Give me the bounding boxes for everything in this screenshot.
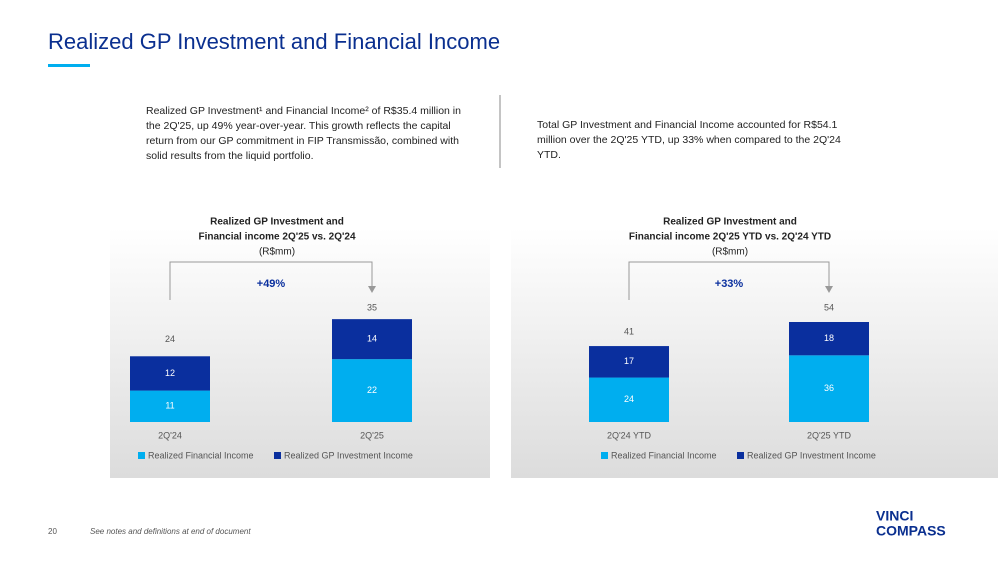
legend-swatch [274, 452, 281, 459]
x-tick-label: 2Q'25 YTD [807, 430, 852, 440]
x-tick-label: 2Q'24 [158, 430, 182, 440]
x-tick-label: 2Q'24 YTD [607, 430, 652, 440]
bar-segment [332, 319, 412, 360]
data-label: 24 [624, 394, 634, 404]
total-label: 41 [624, 326, 634, 336]
page-number: 20 [48, 527, 57, 536]
chart-subtitle: (R$mm) [712, 247, 748, 258]
bar-segment [130, 356, 210, 391]
chart-title: Financial income 2Q'25 YTD vs. 2Q'24 YTD [629, 232, 831, 243]
total-label: 35 [367, 302, 377, 312]
data-label: 14 [367, 334, 377, 344]
growth-bracket [628, 261, 830, 300]
growth-bracket [169, 261, 373, 300]
bar-segment [789, 355, 869, 422]
growth-arrowhead [368, 286, 376, 293]
annotation: +33% [715, 278, 744, 290]
data-label: 11 [165, 401, 174, 411]
bar-segment [589, 346, 669, 378]
legend-swatch [737, 452, 744, 459]
legend-label: Realized GP Investment Income [747, 450, 876, 460]
legend-label: Realized Financial Income [611, 450, 717, 460]
bar-segment [589, 377, 669, 422]
paragraph: Total GP Investment and Financial Income… [537, 119, 841, 161]
legend-label: Realized GP Investment Income [284, 450, 413, 460]
data-label: 36 [824, 383, 834, 393]
legend-label: Realized Financial Income [148, 450, 254, 460]
chart-title: Realized GP Investment and [210, 217, 344, 228]
footnote: See notes and definitions at end of docu… [90, 527, 251, 536]
chart-subtitle: (R$mm) [259, 247, 295, 258]
bar-segment [789, 322, 869, 356]
chart-panel [110, 228, 490, 478]
chart-title: Realized GP Investment and [663, 217, 797, 228]
paragraph: Realized GP Investment¹ and Financial In… [146, 105, 461, 162]
total-label: 24 [165, 334, 175, 344]
growth-arrowhead [825, 286, 833, 293]
data-label: 22 [367, 385, 377, 395]
data-label: 12 [165, 368, 175, 378]
chart-title: Financial income 2Q'25 vs. 2Q'24 [198, 232, 355, 243]
page-title: Realized GP Investment and Financial Inc… [48, 29, 500, 54]
data-label: 17 [624, 356, 634, 366]
title-underline [48, 64, 90, 67]
bar-segment [130, 390, 210, 422]
annotation: +49% [257, 278, 286, 290]
logo: COMPASS [876, 523, 946, 539]
legend-swatch [138, 452, 145, 459]
legend-swatch [601, 452, 608, 459]
bar-segment [332, 359, 412, 422]
logo: VINCI [876, 508, 913, 524]
x-tick-label: 2Q'25 [360, 430, 384, 440]
total-label: 54 [824, 302, 834, 312]
chart-panel [511, 228, 998, 478]
data-label: 18 [824, 333, 834, 343]
